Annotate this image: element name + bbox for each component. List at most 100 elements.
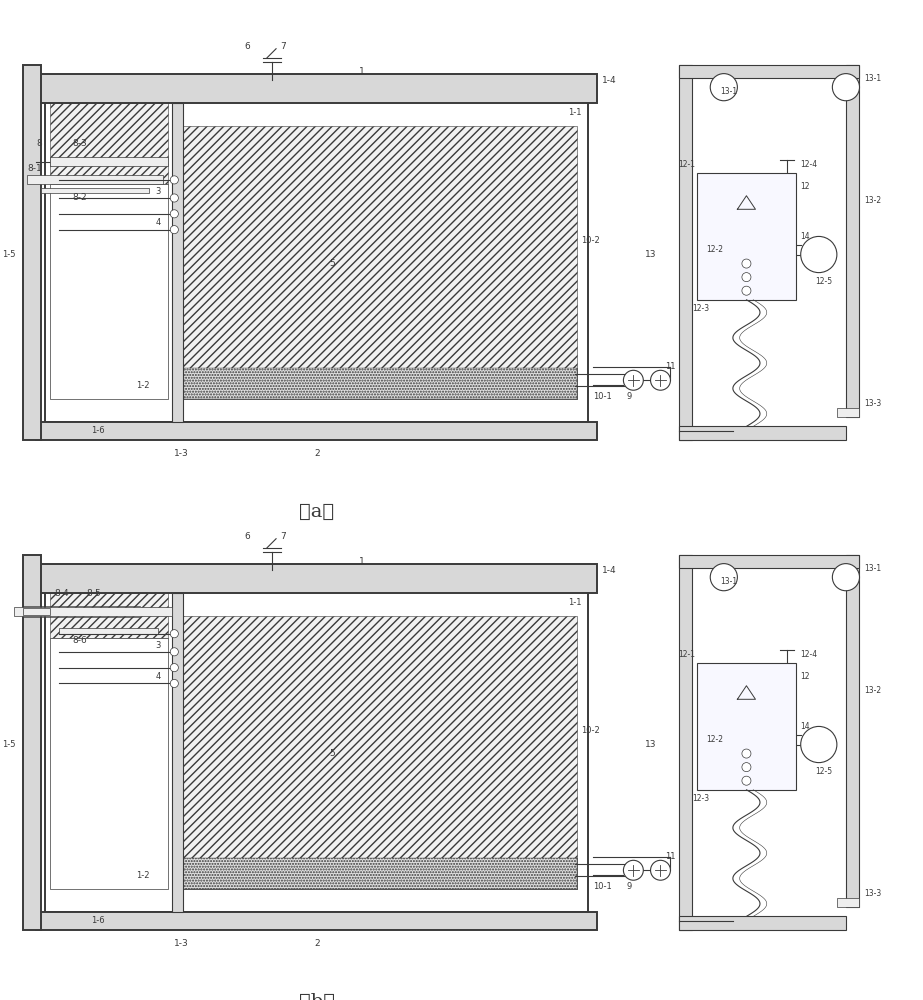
Text: 12-4: 12-4	[800, 160, 818, 169]
Bar	[678, 65, 692, 440]
Text: 1-6: 1-6	[90, 916, 104, 925]
Text: 8-1: 8-1	[28, 164, 42, 173]
Circle shape	[742, 749, 751, 758]
Text: 7: 7	[281, 42, 286, 51]
Text: 8: 8	[36, 139, 42, 148]
Bar	[36, 564, 597, 593]
Text: 1-2: 1-2	[136, 871, 150, 880]
Bar	[172, 103, 184, 422]
Text: 8-3: 8-3	[73, 139, 88, 148]
Circle shape	[833, 564, 859, 591]
Circle shape	[651, 370, 670, 390]
Circle shape	[742, 286, 751, 295]
Text: 12-1: 12-1	[678, 650, 696, 659]
Text: 2: 2	[314, 449, 319, 458]
Text: 6: 6	[245, 42, 250, 51]
Text: 1-5: 1-5	[3, 740, 16, 749]
Bar	[184, 858, 577, 889]
Bar	[172, 593, 184, 912]
Bar	[837, 408, 859, 417]
Circle shape	[623, 370, 643, 390]
Text: 6: 6	[245, 532, 250, 541]
Circle shape	[170, 176, 178, 184]
Bar	[36, 422, 597, 440]
Bar	[23, 65, 41, 440]
Text: （a）: （a）	[299, 503, 334, 521]
Text: 13: 13	[644, 250, 656, 259]
Text: 1-1: 1-1	[568, 598, 581, 607]
Circle shape	[800, 236, 837, 273]
Circle shape	[623, 860, 643, 880]
Bar	[50, 157, 167, 166]
Text: 12-5: 12-5	[815, 277, 832, 286]
Bar	[184, 368, 577, 399]
Bar	[28, 175, 163, 184]
Text: 13-1: 13-1	[864, 564, 881, 573]
Text: （b）: （b）	[299, 993, 335, 1000]
Text: 12-4: 12-4	[800, 650, 818, 659]
Bar	[678, 555, 692, 930]
Bar	[36, 74, 597, 103]
Text: 13-2: 13-2	[864, 196, 881, 205]
Circle shape	[742, 259, 751, 268]
Text: 8-4: 8-4	[54, 589, 69, 598]
Text: 11: 11	[665, 852, 676, 861]
Text: 13-1: 13-1	[864, 74, 881, 83]
Bar	[45, 573, 588, 912]
Text: 10-2: 10-2	[581, 726, 600, 735]
Circle shape	[800, 726, 837, 763]
Text: 1-3: 1-3	[174, 939, 188, 948]
Text: 7: 7	[281, 532, 286, 541]
Text: 1-3: 1-3	[174, 449, 188, 458]
Text: 10-2: 10-2	[581, 236, 600, 245]
Circle shape	[742, 273, 751, 282]
Text: 10-1: 10-1	[593, 392, 611, 401]
Circle shape	[742, 763, 751, 772]
Bar	[59, 628, 159, 634]
Text: 9: 9	[627, 392, 632, 401]
Bar	[14, 607, 172, 616]
Text: 4: 4	[156, 218, 162, 227]
Text: 3: 3	[156, 641, 162, 650]
Text: 2: 2	[314, 939, 319, 948]
Bar	[45, 83, 588, 422]
Text: 1-5: 1-5	[3, 250, 16, 259]
Text: 9: 9	[627, 882, 632, 891]
Text: 8-2: 8-2	[73, 193, 87, 202]
Bar	[184, 126, 577, 399]
Circle shape	[711, 74, 737, 101]
Bar	[41, 188, 150, 193]
Bar	[50, 184, 167, 399]
Circle shape	[170, 630, 178, 638]
Circle shape	[742, 776, 751, 785]
Circle shape	[833, 74, 859, 101]
Bar	[50, 638, 167, 889]
Text: 12: 12	[800, 182, 810, 191]
Bar	[697, 173, 797, 300]
Text: 1-4: 1-4	[602, 566, 617, 575]
Text: 12-5: 12-5	[815, 767, 832, 776]
Text: 13: 13	[644, 740, 656, 749]
Circle shape	[170, 194, 178, 202]
Text: 1-4: 1-4	[602, 76, 617, 85]
Bar	[845, 65, 859, 417]
Text: 12: 12	[800, 672, 810, 681]
Text: 12-1: 12-1	[678, 160, 696, 169]
Bar	[837, 898, 859, 907]
Bar	[184, 616, 577, 889]
Text: 3: 3	[156, 187, 162, 196]
Bar	[50, 593, 167, 638]
Text: 13-2: 13-2	[864, 686, 881, 695]
Bar	[50, 103, 167, 184]
Text: 8-6: 8-6	[73, 636, 88, 645]
Text: 8-5: 8-5	[86, 589, 101, 598]
Bar	[697, 663, 797, 790]
Text: 13-3: 13-3	[864, 889, 881, 898]
Text: 1: 1	[359, 557, 365, 566]
Text: 13-3: 13-3	[864, 399, 881, 408]
Text: 12-2: 12-2	[706, 736, 723, 744]
Bar	[23, 608, 50, 615]
Text: 10-1: 10-1	[593, 882, 611, 891]
Text: 14: 14	[800, 722, 810, 731]
Text: 12-3: 12-3	[692, 794, 709, 803]
